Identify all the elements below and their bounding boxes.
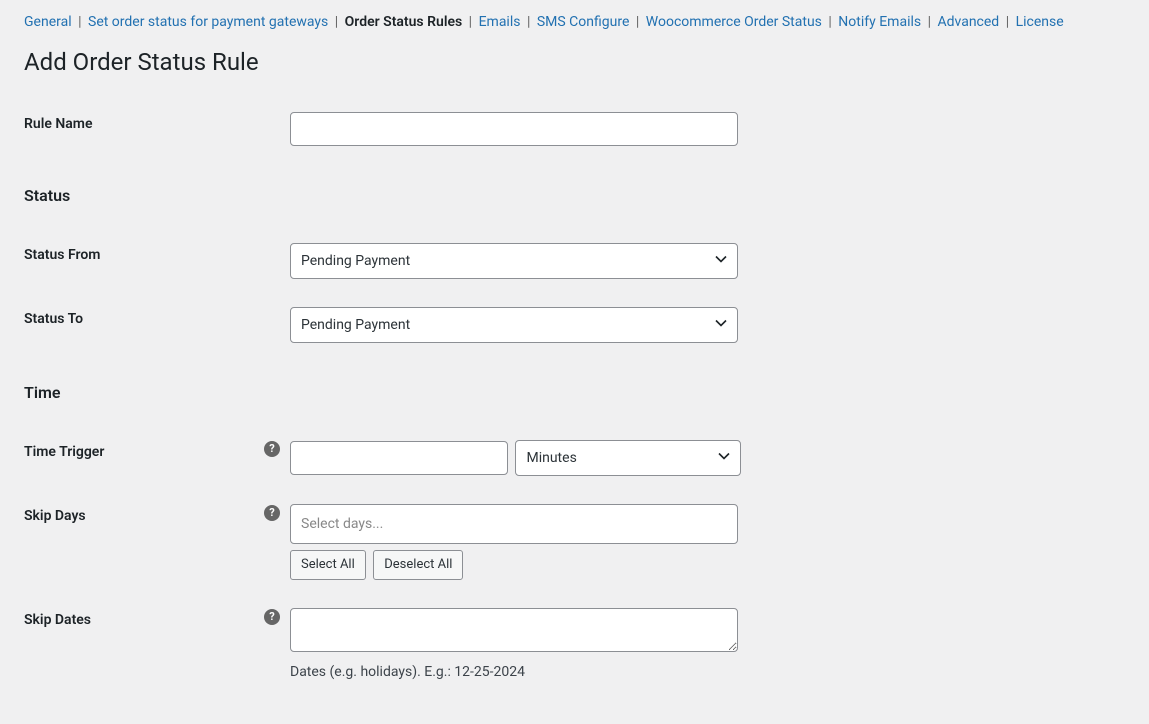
tab-woocommerce-order-status[interactable]: Woocommerce Order Status: [646, 14, 822, 30]
tab-general[interactable]: General: [24, 14, 72, 30]
deselect-all-button[interactable]: Deselect All: [373, 550, 463, 580]
time-trigger-unit-select[interactable]: Minutes: [515, 440, 741, 476]
time-trigger-unit-value: Minutes: [526, 446, 576, 470]
rule-name-input[interactable]: [290, 112, 738, 146]
skip-dates-label: Skip Dates: [24, 594, 264, 694]
nav-separator: |: [78, 14, 81, 30]
tab-sms-configure[interactable]: SMS Configure: [537, 14, 630, 30]
rule-name-label: Rule Name: [24, 98, 264, 160]
help-icon[interactable]: ?: [264, 441, 280, 457]
tab-gateways[interactable]: Set order status for payment gateways: [88, 14, 328, 30]
skip-dates-description: Dates (e.g. holidays). E.g.: 12-25-2024: [290, 664, 1115, 680]
chevron-down-icon: [715, 249, 727, 273]
nav-separator: |: [469, 14, 472, 30]
nav-separator: |: [636, 14, 639, 30]
settings-tabs: General | Set order status for payment g…: [24, 10, 1125, 34]
status-from-label: Status From: [24, 229, 264, 293]
time-trigger-amount-input[interactable]: [290, 441, 508, 475]
nav-separator: |: [828, 14, 831, 30]
status-from-value: Pending Payment: [301, 249, 410, 273]
status-to-value: Pending Payment: [301, 313, 410, 337]
time-section-heading: Time: [24, 383, 1125, 402]
tab-notify-emails[interactable]: Notify Emails: [838, 14, 921, 30]
skip-days-multiselect[interactable]: Select days...: [290, 504, 738, 544]
nav-separator: |: [335, 14, 338, 30]
nav-separator: |: [527, 14, 530, 30]
status-to-select[interactable]: Pending Payment: [290, 307, 738, 343]
help-icon[interactable]: ?: [264, 609, 280, 625]
tab-emails[interactable]: Emails: [479, 14, 521, 30]
page-title: Add Order Status Rule: [24, 48, 1125, 76]
status-section-heading: Status: [24, 186, 1125, 205]
chevron-down-icon: [718, 446, 730, 470]
skip-dates-textarea[interactable]: [290, 608, 738, 652]
help-icon[interactable]: ?: [264, 505, 280, 521]
status-from-select[interactable]: Pending Payment: [290, 243, 738, 279]
tab-license[interactable]: License: [1016, 14, 1064, 30]
status-to-label: Status To: [24, 293, 264, 357]
time-trigger-label: Time Trigger: [24, 426, 264, 490]
nav-separator: |: [1006, 14, 1009, 30]
tab-advanced[interactable]: Advanced: [938, 14, 1000, 30]
select-all-button[interactable]: Select All: [290, 550, 366, 580]
nav-separator: |: [928, 14, 931, 30]
chevron-down-icon: [715, 313, 727, 337]
skip-days-label: Skip Days: [24, 490, 264, 594]
tab-order-status-rules[interactable]: Order Status Rules: [345, 14, 463, 30]
